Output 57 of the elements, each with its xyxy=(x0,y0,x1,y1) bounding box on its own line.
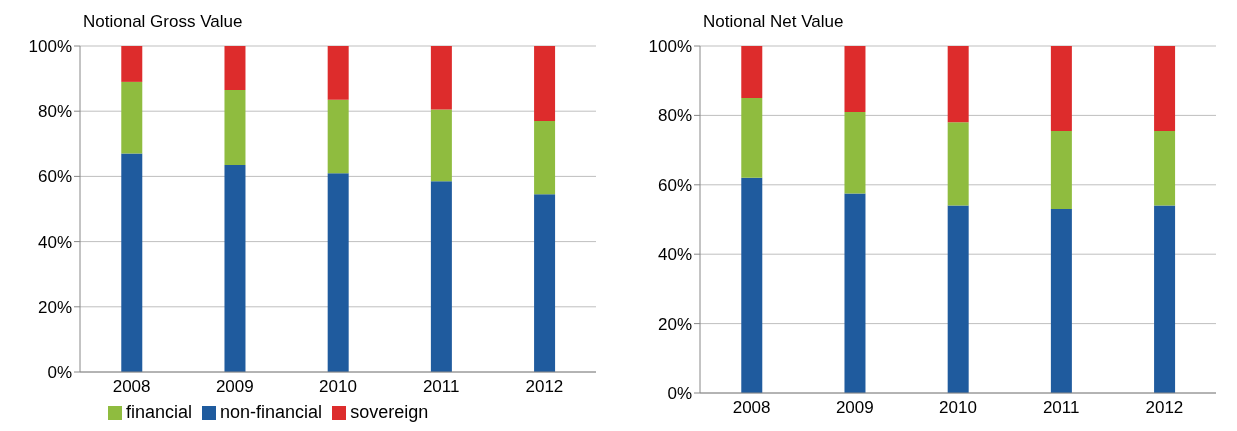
bar xyxy=(327,46,349,100)
y-tick-label: 60% xyxy=(657,175,692,195)
y-tick-label: 40% xyxy=(37,232,72,252)
bar xyxy=(327,173,349,372)
bar xyxy=(1154,131,1176,206)
chart-title: Notional Net Value xyxy=(703,12,844,32)
y-tick-label: 40% xyxy=(657,245,692,265)
bar xyxy=(121,153,143,372)
legend-label: non-financial xyxy=(220,402,323,422)
bar xyxy=(1154,205,1176,393)
y-tick-label: 0% xyxy=(47,363,72,383)
bar xyxy=(534,46,556,121)
legend-label: sovereign xyxy=(350,402,429,422)
bar xyxy=(430,109,452,182)
y-tick-label: 80% xyxy=(37,102,72,122)
bar xyxy=(1050,131,1072,210)
bar xyxy=(741,98,763,178)
y-tick-label: 80% xyxy=(657,106,692,126)
bar xyxy=(844,111,866,194)
bar xyxy=(534,120,556,195)
y-tick-label: 20% xyxy=(37,297,72,317)
x-tick-label: 2009 xyxy=(215,377,254,397)
x-tick-label: 2011 xyxy=(1042,398,1080,418)
y-tick-label: 60% xyxy=(37,167,72,187)
bar xyxy=(430,46,452,110)
y-tick-label: 100% xyxy=(648,37,692,57)
x-tick-label: 2010 xyxy=(939,398,977,418)
bar xyxy=(947,46,969,123)
bar xyxy=(430,181,452,372)
bar xyxy=(1154,46,1176,132)
bar xyxy=(224,90,246,165)
bar xyxy=(224,46,246,91)
bar xyxy=(844,193,866,393)
x-tick-label: 2008 xyxy=(732,398,771,418)
bar xyxy=(121,81,143,154)
bar xyxy=(947,205,969,393)
bar xyxy=(224,164,246,372)
bar xyxy=(1050,46,1072,132)
x-tick-label: 2012 xyxy=(525,377,564,397)
bar xyxy=(1050,209,1072,393)
x-tick-label: 2012 xyxy=(1145,398,1184,418)
x-tick-label: 2008 xyxy=(112,377,151,397)
x-tick-label: 2009 xyxy=(835,398,874,418)
x-tick-label: 2011 xyxy=(422,377,460,397)
bar xyxy=(844,46,866,112)
chart-title: Notional Gross Value xyxy=(83,12,243,32)
x-tick-label: 2010 xyxy=(319,377,357,397)
bar xyxy=(534,194,556,372)
y-tick-label: 100% xyxy=(28,37,72,57)
legend-label: financial xyxy=(126,402,193,422)
bar xyxy=(327,99,349,174)
bar xyxy=(741,177,763,393)
y-tick-label: 0% xyxy=(667,384,692,404)
bar xyxy=(947,122,969,206)
y-tick-label: 20% xyxy=(657,314,692,334)
bar xyxy=(741,46,763,99)
bar xyxy=(121,46,143,82)
